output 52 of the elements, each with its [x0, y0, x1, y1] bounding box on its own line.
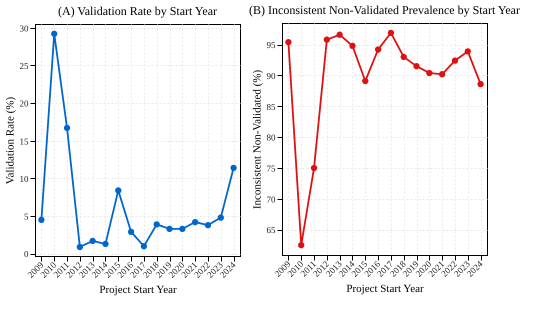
point — [115, 187, 122, 194]
point — [438, 71, 446, 78]
point — [102, 240, 109, 248]
chart-title: (B) Inconsistent Non-Validated Prevalence by Start Year — [249, 3, 520, 17]
point — [285, 38, 292, 46]
y-tick-label: 25 — [20, 60, 29, 71]
y-tick-label: 75 — [266, 164, 276, 174]
y-tick-label: 65 — [266, 225, 276, 236]
y-tick-label: 15 — [20, 136, 29, 146]
point — [140, 243, 148, 250]
y-tick-label: 90 — [266, 70, 276, 81]
point — [374, 46, 382, 53]
point — [154, 221, 160, 228]
point — [192, 218, 198, 226]
point — [324, 36, 330, 43]
point — [76, 244, 84, 250]
y-tick-label: 20 — [20, 98, 29, 109]
y-tick-label: 85 — [266, 102, 276, 112]
point — [349, 42, 356, 49]
point — [310, 164, 318, 172]
point — [413, 63, 420, 70]
point — [426, 70, 433, 76]
point — [204, 222, 212, 228]
y-tick-label: 10 — [20, 174, 29, 184]
y-tick-label: 80 — [266, 132, 276, 143]
x-axis-title: Project Start Year — [346, 282, 424, 295]
y-axis-title: Validation Rate (%) — [4, 96, 16, 184]
point — [64, 124, 70, 132]
point — [128, 228, 134, 236]
point — [400, 54, 407, 60]
point — [452, 57, 458, 64]
point — [89, 238, 96, 244]
point — [230, 164, 237, 172]
point — [38, 216, 45, 223]
y-axis-title: Inconsistent Non-Validated (%) — [252, 70, 264, 210]
point — [218, 214, 224, 221]
point — [51, 30, 58, 37]
point — [388, 30, 394, 36]
point — [464, 48, 471, 55]
point — [336, 32, 343, 38]
y-tick-label: 95 — [266, 40, 276, 50]
y-tick-label: 70 — [266, 194, 276, 204]
x-axis-title: Project Start Year — [99, 284, 177, 296]
y-tick-label: 5 — [24, 212, 29, 222]
chart-title: (A) Validation Rate by Start Year — [58, 4, 218, 18]
y-tick-label: 30 — [20, 23, 29, 34]
point — [166, 226, 173, 232]
point — [477, 80, 484, 88]
point — [362, 78, 368, 84]
y-tick-label: 0 — [24, 249, 29, 260]
point — [298, 242, 304, 248]
point — [179, 226, 186, 232]
